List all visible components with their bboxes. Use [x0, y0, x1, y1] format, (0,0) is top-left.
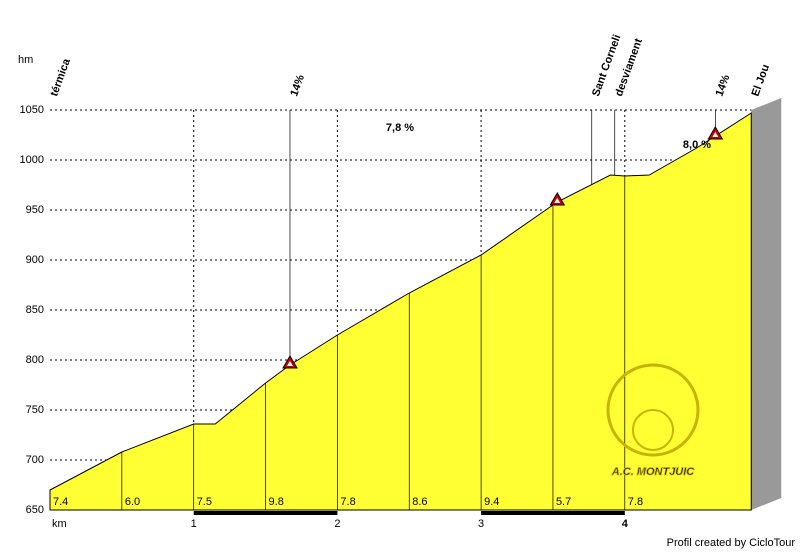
- segment-label: 7.8: [628, 496, 643, 508]
- y-tick-label: 850: [26, 304, 44, 316]
- steep-marker-inner: [554, 198, 561, 203]
- logo: [606, 363, 700, 457]
- logo-wheel: [632, 409, 674, 451]
- x-tick-label: 1: [191, 518, 197, 530]
- segment-label: 8.6: [412, 496, 427, 508]
- y-tick-label: 750: [26, 404, 44, 416]
- x-tick-label: 2: [334, 518, 340, 530]
- steep-marker-inner: [712, 132, 719, 138]
- segment-label: 5.7: [556, 496, 571, 508]
- segment-label: 7.5: [197, 496, 212, 508]
- segment-label: 9.8: [269, 496, 284, 508]
- y-tick-label: 1000: [20, 154, 44, 166]
- annotation: 7,8 %: [386, 122, 414, 134]
- segment-label: 7.4: [53, 496, 68, 508]
- y-tick-label: 950: [26, 204, 44, 216]
- segment-label: 7.8: [340, 496, 355, 508]
- y-tick-label: 650: [26, 504, 44, 516]
- x-unit: km: [52, 518, 67, 530]
- segment-label: 9.4: [484, 496, 499, 508]
- y-tick-label: 800: [26, 354, 44, 366]
- annotation: 8,0 %: [683, 139, 711, 151]
- y-tick-label: 700: [26, 454, 44, 466]
- axis-band: [193, 511, 338, 515]
- credit: Profil created by CicloTour: [667, 537, 796, 549]
- segment-label: 6.0: [125, 496, 140, 508]
- x-tick-label: 3: [478, 518, 484, 530]
- x-tick-label: 4: [622, 518, 629, 530]
- watermark: A.C. MONTJUIC: [611, 466, 696, 478]
- side-panel: [751, 98, 782, 510]
- axis-band: [481, 511, 625, 515]
- steep-marker-inner: [286, 361, 293, 366]
- y-unit: hm: [18, 54, 33, 66]
- y-tick-label: 900: [26, 254, 44, 266]
- profile-area: [49, 112, 752, 511]
- y-tick-label: 1050: [20, 104, 44, 116]
